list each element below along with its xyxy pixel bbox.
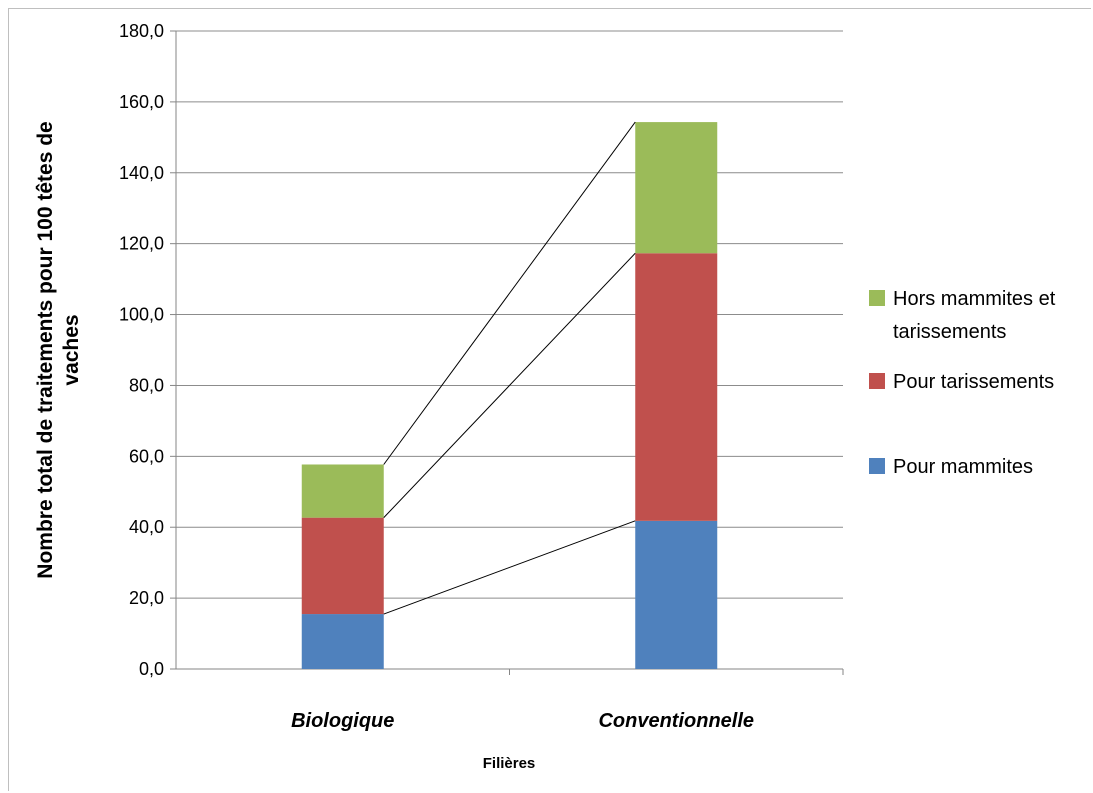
bar-segment: [301, 614, 384, 669]
bar-segment: [635, 122, 718, 254]
y-axis-title-line: vaches: [60, 314, 83, 385]
legend-label: Pour tarissements: [893, 371, 1054, 393]
series-line: [383, 121, 636, 465]
category-label: Biologique: [291, 710, 394, 732]
legend-swatch: [869, 290, 885, 306]
y-axis-title: Nombre total de traitements pour 100 têt…: [34, 121, 83, 578]
bar-segment: [635, 253, 718, 521]
legend-label: Pour mammites: [893, 456, 1033, 478]
bar-segment: [301, 517, 384, 615]
legend-label: Hors mammites et: [893, 288, 1056, 310]
x-axis-title: Filières: [483, 755, 536, 772]
y-tick-label: 60,0: [129, 446, 164, 466]
series-line: [383, 252, 636, 518]
y-tick-label: 100,0: [119, 305, 164, 325]
y-tick-label: 120,0: [119, 234, 164, 254]
legend-swatch: [869, 458, 885, 474]
y-tick-label: 180,0: [119, 21, 164, 41]
y-axis-title-line: Nombre total de traitements pour 100 têt…: [34, 121, 57, 578]
y-tick-label: 140,0: [119, 163, 164, 183]
series-line: [383, 520, 636, 615]
chart-frame: [8, 8, 1091, 791]
bar-segment: [301, 464, 384, 518]
y-tick-label: 40,0: [129, 517, 164, 537]
y-tick-label: 80,0: [129, 375, 164, 395]
legend-swatch: [869, 373, 885, 389]
y-tick-label: 20,0: [129, 588, 164, 608]
category-label: Conventionnelle: [598, 710, 754, 732]
bar-segment: [635, 520, 718, 669]
y-tick-label: 160,0: [119, 92, 164, 112]
y-tick-label: 0,0: [139, 659, 164, 679]
legend-label: tarissements: [893, 321, 1006, 343]
